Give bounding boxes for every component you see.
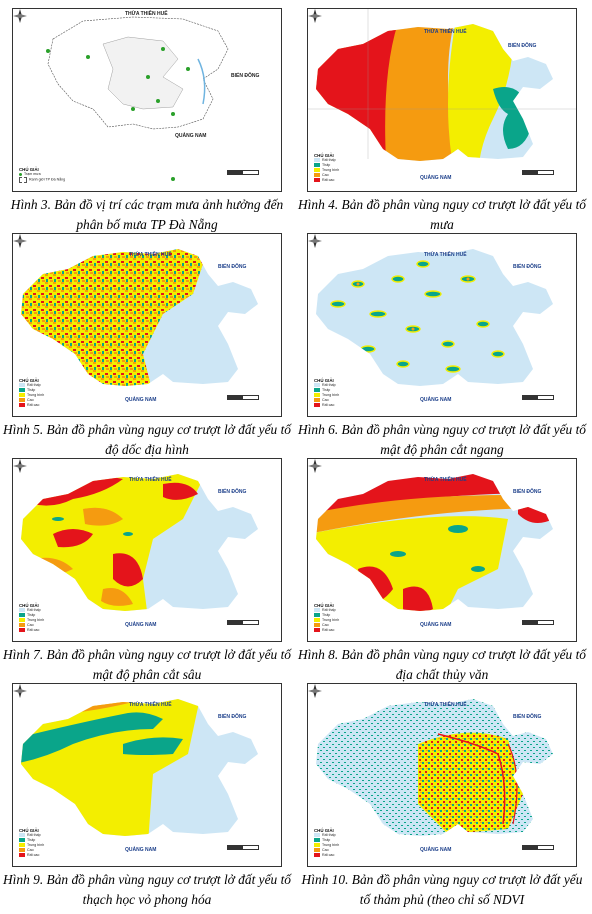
- scale-bar: [522, 170, 554, 175]
- label-north: THỪA THIÊN HUẾ: [129, 477, 172, 483]
- label-south: QUẢNG NAM: [125, 622, 157, 628]
- map-horizontal-dissection: THỪA THIÊN HUẾ BIỂN ĐÔNG QUẢNG NAM CHÚ G…: [307, 233, 577, 417]
- label-east: BIỂN ĐÔNG: [218, 489, 247, 495]
- label-south: QUẢNG NAM: [420, 622, 452, 628]
- figure-3: THỪA THIÊN HUẾ BIỂN ĐÔNG QUẢNG NAM CHÚ G…: [11, 8, 283, 235]
- compass-icon: [308, 234, 322, 248]
- map-9-graphic: [21, 699, 258, 836]
- label-east: BIỂN ĐÔNG: [508, 43, 537, 49]
- figure-8: THỪA THIÊN HUẾ BIỂN ĐÔNG QUẢNG NAM CHÚ G…: [298, 458, 586, 685]
- label-south: QUẢNG NAM: [420, 397, 452, 403]
- legend: CHÚ GIẢI Rất thấp Thấp Trung bình Cao Rấ…: [314, 378, 340, 407]
- scale-bar: [227, 395, 259, 400]
- caption: Hình 8. Bản đồ phân vùng nguy cơ trượt l…: [298, 647, 586, 682]
- map-hydrogeology: THỪA THIÊN HUẾ BIỂN ĐÔNG QUẢNG NAM CHÚ G…: [307, 458, 577, 642]
- caption: Hình 7. Bản đồ phân vùng nguy cơ trượt l…: [3, 647, 291, 682]
- scale-bar: [227, 845, 259, 850]
- caption: Hình 5. Bản đồ phân vùng nguy cơ trượt l…: [3, 422, 291, 457]
- label-south: QUẢNG NAM: [420, 175, 452, 181]
- label-north: THỪA THIÊN HUẾ: [129, 252, 172, 258]
- map-7-graphic: [21, 474, 258, 611]
- label-north: THỪA THIÊN HUẾ: [424, 477, 467, 483]
- label-north: THỪA THIÊN HUẾ: [424, 29, 467, 35]
- figure-6: THỪA THIÊN HUẾ BIỂN ĐÔNG QUẢNG NAM CHÚ G…: [298, 233, 586, 460]
- figure-7: THỪA THIÊN HUẾ BIỂN ĐÔNG QUẢNG NAM CHÚ G…: [3, 458, 291, 685]
- map-ndvi: THỪA THIÊN HUẾ BIỂN ĐÔNG QUẢNG NAM CHÚ G…: [307, 683, 577, 867]
- compass-icon: [308, 9, 322, 23]
- caption: Hình 9. Bản đồ phân vùng nguy cơ trượt l…: [3, 872, 291, 907]
- figure-9: THỪA THIÊN HUẾ BIỂN ĐÔNG QUẢNG NAM CHÚ G…: [3, 683, 291, 910]
- map-slope-factor: THỪA THIÊN HUẾ BIỂN ĐÔNG QUẢNG NAM CHÚ G…: [12, 233, 282, 417]
- label-east: BIỂN ĐÔNG: [218, 714, 247, 720]
- label-north: THỪA THIÊN HUẾ: [424, 702, 467, 708]
- legend: CHÚ GIẢI Trạm mưa Ranh giới TP Đà Nẵng: [19, 167, 66, 183]
- label-south: QUẢNG NAM: [125, 847, 157, 853]
- map-lithology: THỪA THIÊN HUẾ BIỂN ĐÔNG QUẢNG NAM CHÚ G…: [12, 683, 282, 867]
- figure-10: THỪA THIÊN HUẾ BIỂN ĐÔNG QUẢNG NAM CHÚ G…: [302, 683, 582, 910]
- legend: CHÚ GIẢI Rất thấp Thấp Trung bình Cao Rấ…: [19, 828, 45, 857]
- legend: CHÚ GIẢI Rất thấp Thấp Trung bình Cao Rấ…: [314, 153, 340, 182]
- figure-4: THỪA THIÊN HUẾ BIỂN ĐÔNG QUẢNG NAM CHÚ G…: [298, 8, 586, 235]
- compass-icon: [308, 684, 322, 698]
- scale-bar: [522, 395, 554, 400]
- scale-bar: [227, 620, 259, 625]
- legend: CHÚ GIẢI Rất thấp Thấp Trung bình Cao Rấ…: [19, 378, 45, 407]
- label-east: BIỂN ĐÔNG: [513, 714, 542, 720]
- map-10-graphic: [316, 699, 553, 836]
- scale-bar: [227, 170, 259, 175]
- map-5-graphic: [21, 249, 258, 386]
- label-south: QUẢNG NAM: [125, 397, 157, 403]
- legend: CHÚ GIẢI Rất thấp Thấp Trung bình Cao Rấ…: [314, 828, 340, 857]
- map-8-graphic: [316, 474, 553, 611]
- label-east: BIỂN ĐÔNG: [218, 264, 247, 270]
- figure-5: THỪA THIÊN HUẾ BIỂN ĐÔNG QUẢNG NAM CHÚ G…: [3, 233, 291, 460]
- label-south: QUẢNG NAM: [420, 847, 452, 853]
- label-north: THỪA THIÊN HUẾ: [129, 702, 172, 708]
- compass-icon: [308, 459, 322, 473]
- compass-icon: [13, 9, 27, 23]
- caption: Hình 3. Bản đồ vị trí các trạm mưa ảnh h…: [10, 197, 284, 232]
- map-deep-dissection: THỪA THIÊN HUẾ BIỂN ĐÔNG QUẢNG NAM CHÚ G…: [12, 458, 282, 642]
- scale-bar: [522, 845, 554, 850]
- compass-icon: [13, 459, 27, 473]
- legend: CHÚ GIẢI Rất thấp Thấp Trung bình Cao Rấ…: [314, 603, 340, 632]
- label-east: BIỂN ĐÔNG: [513, 489, 542, 495]
- label-north: THỪA THIÊN HUẾ: [424, 252, 467, 258]
- label-east: BIỂN ĐÔNG: [513, 264, 542, 270]
- map-rain-stations: THỪA THIÊN HUẾ BIỂN ĐÔNG QUẢNG NAM CHÚ G…: [12, 8, 282, 192]
- caption: Hình 4. Bản đồ phân vùng nguy cơ trượt l…: [298, 197, 586, 232]
- legend: CHÚ GIẢI Rất thấp Thấp Trung bình Cao Rấ…: [19, 603, 45, 632]
- compass-icon: [13, 684, 27, 698]
- map-3-graphic: [46, 16, 229, 181]
- map-6-graphic: [316, 249, 553, 386]
- caption: Hình 6. Bản đồ phân vùng nguy cơ trượt l…: [298, 422, 586, 457]
- map-4-graphic: [308, 9, 576, 161]
- scale-bar: [522, 620, 554, 625]
- label-east: BIỂN ĐÔNG: [231, 73, 260, 79]
- map-rain-factor: THỪA THIÊN HUẾ BIỂN ĐÔNG QUẢNG NAM CHÚ G…: [307, 8, 577, 192]
- label-north: THỪA THIÊN HUẾ: [125, 11, 168, 17]
- label-south: QUẢNG NAM: [175, 133, 207, 139]
- caption: Hình 10. Bản đồ phân vùng nguy cơ trượt …: [301, 872, 583, 907]
- compass-icon: [13, 234, 27, 248]
